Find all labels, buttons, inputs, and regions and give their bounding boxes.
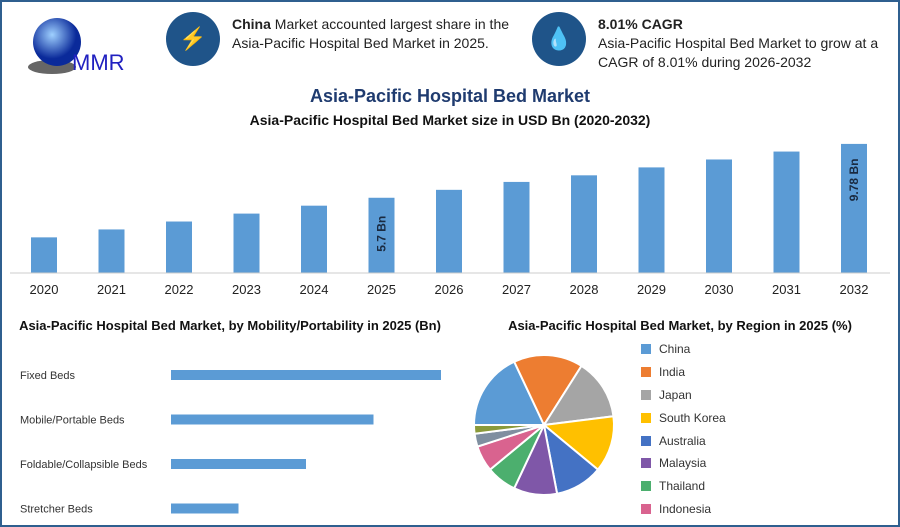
legend-item: Japan — [641, 384, 726, 407]
x-tick-label: 2031 — [772, 282, 801, 297]
bar-2021 — [98, 229, 125, 273]
legend-label: Malaysia — [659, 456, 707, 471]
x-tick-label: 2028 — [570, 282, 599, 297]
legend-swatch — [641, 367, 651, 378]
mmr-logo: MMR — [28, 18, 125, 75]
china-callout: ⚡ China Market accounted largest share i… — [166, 12, 522, 66]
lightning-icon: ⚡ — [166, 12, 220, 66]
cagr-callout: 💧 8.01% CAGR Asia-Pacific Hospital Bed Ma… — [532, 12, 888, 72]
bar-2028 — [571, 175, 597, 273]
bar-2029 — [638, 167, 665, 273]
bar-2025 — [368, 197, 395, 273]
cagr-heading: 8.01% CAGR — [598, 16, 683, 32]
legend-swatch — [641, 389, 651, 400]
bar-2020 — [31, 237, 57, 273]
legend-item: China — [641, 338, 726, 361]
legend-swatch — [641, 344, 651, 355]
legend-label: China — [659, 342, 691, 357]
chart-subtitle: Asia-Pacific Hospital Bed Market size in… — [249, 112, 651, 128]
legend-label: Australia — [659, 433, 706, 448]
x-tick-label: 2026 — [435, 282, 464, 297]
category-label: Mobile/Portable Beds — [20, 415, 125, 427]
x-tick-label: 2029 — [637, 282, 666, 297]
data-label: 9.78 Bn — [847, 159, 861, 202]
legend-swatch — [641, 412, 651, 423]
legend-item: Thailand — [641, 475, 726, 498]
mobility-bar-chart: Fixed Beds Mobile/Portable Beds Foldable/C… — [20, 370, 441, 516]
callout-text: Market accounted largest share in the As… — [232, 16, 510, 51]
region-pie-chart — [472, 355, 615, 496]
pie-slice-other — [472, 424, 545, 435]
bar-2026 — [436, 189, 462, 273]
bar-2027 — [503, 181, 530, 273]
data-label: 5.7 Bn — [375, 216, 389, 252]
pie-slice-india — [512, 355, 583, 428]
legend-label: India — [659, 365, 686, 380]
x-tick-label: 2030 — [705, 282, 734, 297]
mobility-chart-title: Asia-Pacific Hospital Bed Market, by Mob… — [19, 318, 441, 333]
bar-Mobile/Portable Beds — [171, 414, 374, 425]
legend-swatch — [641, 481, 651, 492]
bar-2031 — [773, 151, 800, 273]
bar-2024 — [301, 205, 327, 273]
bar-2032 — [841, 143, 867, 273]
svg-text:MMR: MMR — [72, 50, 125, 75]
legend-item: Australia — [641, 429, 726, 452]
bar-2030 — [706, 159, 732, 273]
x-tick-label: 2027 — [502, 282, 531, 297]
legend-item: India — [641, 361, 726, 384]
x-tick-label: 2023 — [232, 282, 261, 297]
pie-legend: China India Japan South Korea Australia Malay… — [641, 338, 726, 520]
x-tick-label: 2032 — [840, 282, 869, 297]
legend-label: Thailand — [659, 479, 706, 494]
legend-swatch — [641, 435, 651, 446]
legend-swatch — [641, 503, 651, 514]
bar-Fixed Beds — [171, 370, 441, 380]
category-label: Stretcher Beds — [20, 504, 93, 516]
drop-icon: 💧 — [532, 12, 586, 66]
x-tick-label: 2024 — [300, 282, 329, 297]
pie-slice-south-korea — [541, 415, 615, 472]
x-tick-label: 2021 — [97, 282, 126, 297]
x-tick-label: 2020 — [30, 282, 59, 297]
legend-label: South Korea — [659, 410, 726, 425]
bar-2022 — [166, 221, 192, 273]
bar-Stretcher Beds — [171, 503, 239, 514]
legend-label: Indonesia — [659, 501, 712, 516]
category-label: Foldable/Collapsible Beds — [20, 459, 148, 471]
chart-title: Asia-Pacific Hospital Bed Market — [309, 86, 591, 106]
callout-text: Asia-Pacific Hospital Bed Market to grow… — [598, 35, 879, 70]
bar-Foldable/Collapsible Beds — [171, 459, 306, 469]
legend-item: Malaysia — [641, 452, 726, 475]
category-label: Fixed Beds — [20, 370, 76, 382]
legend-swatch — [641, 458, 651, 469]
legend-item: South Korea — [641, 406, 726, 429]
legend-item: Indonesia — [641, 498, 726, 521]
bar-2023 — [233, 213, 260, 273]
x-tick-label: 2025 — [367, 282, 396, 297]
region-chart-title: Asia-Pacific Hospital Bed Market, by Reg… — [508, 318, 852, 333]
callout-bold: China — [232, 16, 271, 32]
legend-label: Japan — [659, 387, 692, 402]
x-tick-label: 2022 — [165, 282, 194, 297]
pie-slice-china — [472, 360, 546, 426]
market-size-bar-chart: 2020 2021 2022 2023 2024 2025 5.7 Bn 2026 2027 20… — [10, 143, 890, 297]
pie-slice-japan — [542, 364, 615, 427]
